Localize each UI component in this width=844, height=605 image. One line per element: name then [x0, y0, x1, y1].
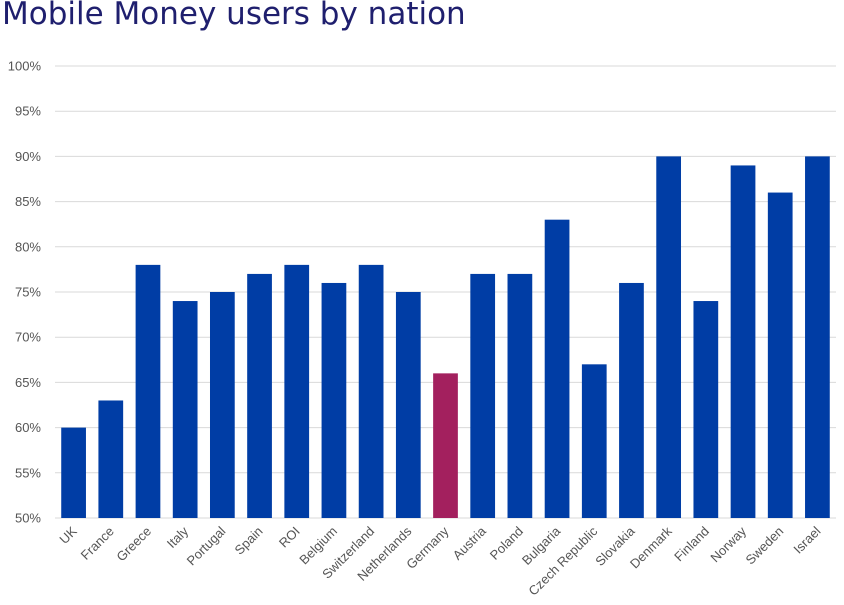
y-tick-label: 55% [15, 465, 41, 480]
x-category-label: France [78, 524, 117, 563]
y-tick-label: 85% [15, 194, 41, 209]
x-category-label: Denmark [627, 523, 675, 571]
bar-netherlands [395, 292, 421, 518]
bar-poland [507, 273, 533, 518]
bar-sweden [767, 192, 793, 518]
y-tick-label: 95% [15, 104, 41, 119]
bar-bulgaria [544, 219, 570, 518]
y-tick-label: 80% [15, 239, 41, 254]
bar-finland [693, 301, 719, 518]
bar-spain [247, 273, 272, 518]
bar-slovakia [619, 282, 644, 518]
y-axis-ticks: 50% 55% 60% 65% 70% 75% 80% 85% 90% 95% 100% [8, 59, 42, 526]
y-tick-label: 90% [15, 149, 41, 164]
x-category-label: Czech Republic [525, 523, 600, 598]
bar-roi [284, 264, 310, 518]
chart-title: Mobile Money users by nation [2, 0, 466, 32]
bar-france [98, 400, 124, 518]
bars [61, 156, 830, 518]
bar-denmark [656, 156, 682, 518]
y-tick-label: 100% [8, 59, 42, 74]
y-tick-label: 70% [15, 330, 41, 345]
bar-switzerland [358, 264, 384, 518]
x-category-label: Finland [671, 524, 712, 565]
x-category-label: ROI [276, 524, 303, 551]
x-category-label: Spain [232, 524, 266, 558]
x-category-label: Portugal [184, 523, 229, 568]
y-tick-label: 65% [15, 375, 41, 390]
x-category-label: Austria [450, 523, 490, 563]
bar-czech-republic [581, 364, 607, 518]
bar-portugal [209, 292, 235, 518]
y-tick-label: 75% [15, 285, 41, 300]
x-category-label: Italy [164, 523, 192, 551]
y-tick-label: 50% [15, 511, 41, 526]
x-category-label: Greece [113, 524, 154, 565]
bar-austria [470, 273, 496, 518]
x-category-label: UK [56, 523, 80, 547]
bar-italy [172, 301, 198, 518]
bar-norway [730, 165, 756, 518]
bar-greece [135, 264, 161, 518]
bar-uk [61, 427, 86, 518]
y-tick-label: 60% [15, 420, 41, 435]
bar-germany [433, 373, 458, 518]
bar-belgium [321, 282, 347, 518]
x-category-label: Sweden [743, 524, 787, 568]
bar-israel [805, 156, 830, 518]
x-category-label: Israel [790, 523, 823, 556]
x-category-label: Norway [707, 523, 749, 565]
